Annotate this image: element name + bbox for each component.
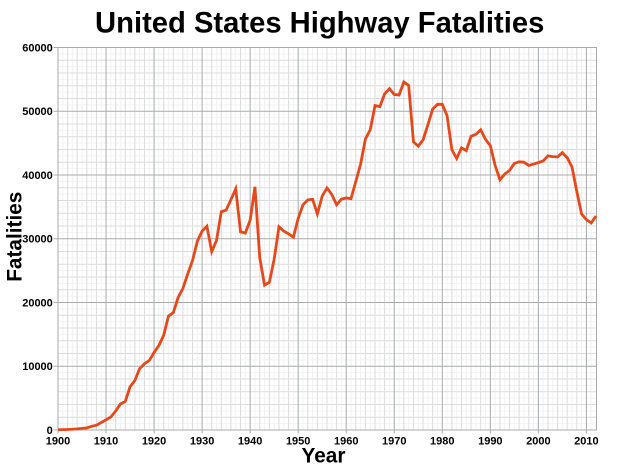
svg-text:Year: Year — [302, 445, 346, 467]
svg-text:60000: 60000 — [22, 42, 53, 54]
svg-text:1940: 1940 — [238, 435, 262, 447]
svg-text:40000: 40000 — [22, 170, 53, 182]
svg-text:10000: 10000 — [22, 361, 53, 373]
svg-text:1990: 1990 — [478, 435, 502, 447]
svg-text:Fatalities: Fatalities — [4, 192, 27, 282]
svg-text:1970: 1970 — [382, 435, 406, 447]
svg-text:1960: 1960 — [334, 435, 358, 447]
svg-text:1930: 1930 — [190, 435, 214, 447]
svg-text:50000: 50000 — [22, 106, 53, 118]
svg-text:1920: 1920 — [142, 435, 166, 447]
svg-text:20000: 20000 — [22, 297, 53, 309]
svg-text:1950: 1950 — [286, 435, 310, 447]
svg-text:1900: 1900 — [46, 435, 70, 447]
svg-text:2010: 2010 — [574, 435, 598, 447]
svg-text:2000: 2000 — [526, 435, 550, 447]
svg-text:1910: 1910 — [94, 435, 118, 447]
svg-text:0: 0 — [47, 425, 53, 437]
svg-text:30000: 30000 — [22, 234, 53, 246]
svg-text:1980: 1980 — [430, 435, 454, 447]
svg-text:United States Highway Fataliti: United States Highway Fatalities — [95, 8, 544, 40]
